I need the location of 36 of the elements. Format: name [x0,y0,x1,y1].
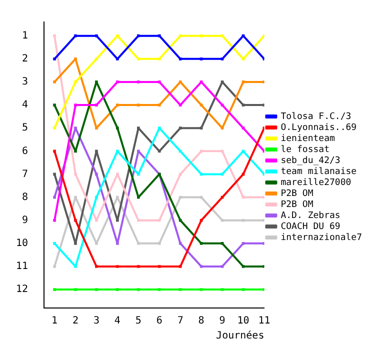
legend-label: A.D. Zebras [280,210,340,221]
legend-label: le fossat [280,144,330,155]
y-tick-label: 10 [16,238,28,250]
x-tick-label: 7 [177,316,184,327]
legend-label: mareille27000 [280,178,352,188]
y-tick-label: 12 [16,284,28,296]
legend-label: team milanaise [280,166,357,177]
y-tick-label: 5 [22,122,28,134]
x-tick-label: 3 [93,316,100,327]
y-tick-label: 8 [22,192,28,203]
y-tick-label: 9 [22,214,28,226]
legend-label: internazionale7 [280,232,362,243]
legend-label: O.Lyonnais..69 [280,122,357,133]
y-tick-label: 3 [22,76,28,88]
x-tick-label: 8 [198,316,204,327]
y-tick-label: 4 [22,100,28,111]
y-tick-label: 1 [22,30,28,42]
x-tick-label: 6 [156,316,162,327]
y-tick-label: 2 [22,53,28,64]
x-tick-label: 4 [114,316,120,327]
legend-label: Tolosa F.C./3 [280,112,352,122]
x-tick-label: 1 [52,316,58,327]
x-tick-label: 9 [219,316,226,327]
legend-label: seb_du_42/3 [280,156,340,166]
y-tick-label: 11 [16,261,28,272]
legend-label: P2B OM [280,188,314,199]
y-tick-label: 7 [22,168,28,180]
x-tick-label: 2 [72,316,79,327]
x-axis-title: Journées [216,330,264,342]
x-tick-label: 11 [258,316,270,327]
x-tick-label: 5 [135,316,142,327]
x-tick-label: 10 [237,316,250,327]
legend-label: ienienteam [280,134,335,144]
legend-label: COACH DU 69 [280,222,340,232]
y-tick-label: 6 [22,146,28,157]
legend-label: P2B OM [280,200,314,210]
